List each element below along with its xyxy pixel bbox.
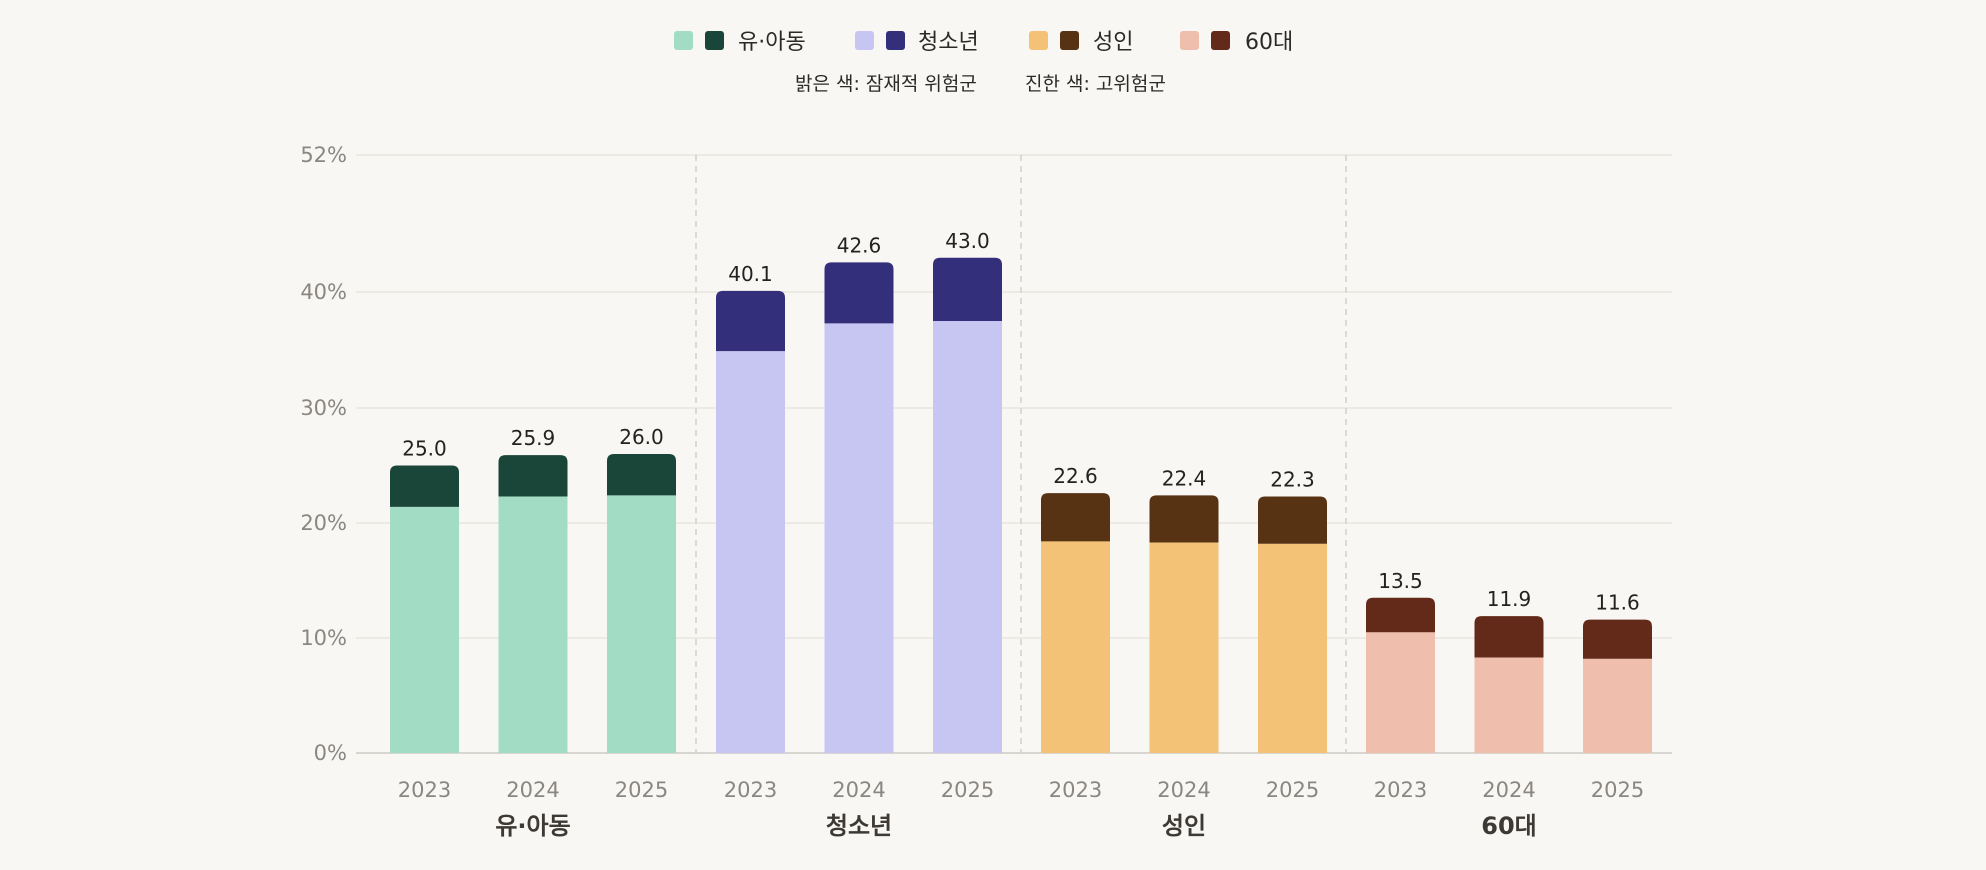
legend-swatch-dark: [886, 31, 905, 50]
x-year-label: 2025: [615, 778, 668, 802]
x-group-label: 성인: [1162, 812, 1206, 840]
legend-swatch-dark: [705, 31, 724, 50]
y-tick-label: 40%: [300, 280, 347, 304]
bar-value-label: 11.9: [1487, 587, 1532, 611]
y-tick-label: 52%: [300, 143, 347, 167]
grid: [356, 154, 1672, 754]
bar-value-label: 42.6: [837, 233, 882, 257]
y-tick-label: 30%: [300, 396, 347, 420]
legend-swatch-light: [855, 31, 874, 50]
x-year-label: 2023: [1374, 778, 1427, 802]
bar-segment-light: [1041, 541, 1110, 753]
bar-value-label: 22.3: [1270, 468, 1315, 492]
legend-label: 60대: [1245, 30, 1293, 55]
bar-segment-light: [1583, 658, 1652, 753]
legend-label: 유·아동: [738, 30, 806, 55]
bar-segment-light: [498, 496, 568, 753]
x-year-label: 2024: [832, 778, 885, 802]
bar-value-label: 25.9: [511, 426, 556, 450]
bar-segment-dark: [1041, 493, 1110, 542]
bar-segment-light: [716, 351, 785, 753]
bar-value-label: 25.0: [402, 437, 447, 461]
bar-segment-dark: [390, 465, 459, 507]
bar-segment-dark: [1258, 496, 1327, 544]
x-year-label: 2024: [506, 778, 559, 802]
legend-swatch-light: [1029, 31, 1048, 50]
bar-segment-light: [824, 323, 894, 753]
bar-segment-light: [933, 321, 1002, 753]
bars: [390, 257, 1652, 753]
x-year-label: 2024: [1157, 778, 1210, 802]
legend-swatch-dark: [1060, 31, 1079, 50]
bar-value-label: 11.6: [1595, 591, 1640, 615]
bar-segment-dark: [933, 257, 1002, 321]
bar-segment-dark: [1474, 616, 1544, 658]
bar-segment-dark: [498, 455, 568, 497]
bar-value-label: 26.0: [619, 425, 664, 449]
legend-note-dark: 진한 색: 고위험군: [1025, 73, 1166, 95]
bar-value-label: 13.5: [1378, 569, 1423, 593]
x-year-label: 2025: [1266, 778, 1319, 802]
group-separators: [695, 155, 1347, 753]
bar-segment-dark: [1583, 619, 1652, 659]
bar-segment-light: [1366, 632, 1435, 753]
legend-note-light: 밝은 색: 잠재적 위험군: [795, 73, 977, 95]
x-group-label: 청소년: [826, 812, 892, 840]
bar-value-label: 43.0: [945, 229, 990, 253]
x-group-label: 60대: [1481, 812, 1536, 840]
bar-segment-light: [1149, 542, 1219, 753]
y-tick-label: 20%: [300, 511, 347, 535]
bar-segment-light: [1258, 543, 1327, 753]
bar-value-label: 22.6: [1053, 464, 1098, 488]
bar-segment-light: [607, 495, 676, 753]
x-year-label: 2025: [1591, 778, 1644, 802]
bar-value-label: 40.1: [728, 262, 773, 286]
bar-segment-dark: [607, 454, 676, 496]
y-tick-label: 0%: [314, 741, 347, 765]
legend-swatch-light: [674, 31, 693, 50]
x-year-label: 2023: [724, 778, 777, 802]
x-year-label: 2025: [941, 778, 994, 802]
bar-segment-light: [1474, 657, 1544, 753]
bar-segment-dark: [824, 262, 894, 324]
x-group-label: 유·아동: [495, 812, 570, 840]
labels: 0% 10% 20% 30% 40% 52% 25.0 2023 25.9 2024 26.0 202…: [300, 143, 1644, 840]
bar-value-label: 22.4: [1162, 466, 1207, 490]
x-year-label: 2023: [398, 778, 451, 802]
bar-segment-light: [390, 506, 459, 753]
x-year-label: 2023: [1049, 778, 1102, 802]
bar-segment-dark: [1366, 597, 1435, 633]
legend-swatch-light: [1180, 31, 1199, 50]
bar-segment-dark: [1149, 495, 1219, 543]
legend-label: 청소년: [918, 30, 979, 55]
x-year-label: 2024: [1482, 778, 1535, 802]
legend-swatch-dark: [1211, 31, 1230, 50]
y-tick-label: 10%: [300, 626, 347, 650]
bar-segment-dark: [716, 290, 785, 352]
legend-label: 성인: [1093, 30, 1133, 55]
